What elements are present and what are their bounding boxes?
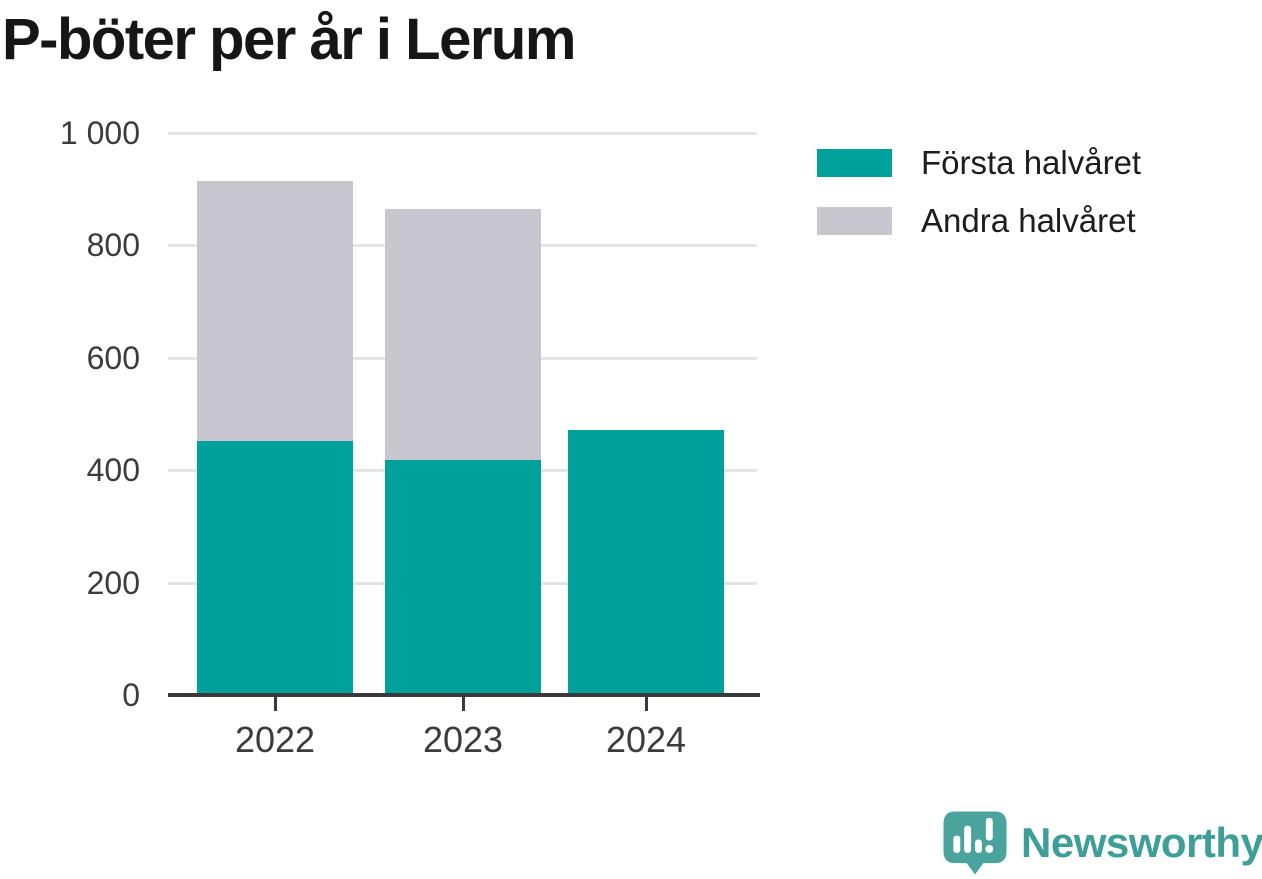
x-axis-line [168, 693, 760, 697]
bar-segment-2024-first-half [568, 430, 724, 694]
x-tick-2022 [274, 697, 277, 711]
y-axis-label-400: 400 [86, 452, 140, 488]
legend-label-second-half: Andra halvåret [921, 202, 1136, 239]
legend-item-first-half: Första halvåret [817, 146, 1141, 179]
bar-segment-2023-first-half [385, 460, 541, 694]
x-tick-2024 [645, 697, 648, 711]
y-axis-label-200: 200 [86, 565, 140, 601]
chart-title: P-böter per år i Lerum [2, 7, 576, 72]
newsworthy-logo-text: Newsworthy [1021, 819, 1262, 866]
newsworthy-logo-icon [943, 811, 1007, 875]
y-axis-label-1000: 1 000 [59, 115, 140, 151]
legend-item-second-half: Andra halvåret [817, 204, 1141, 237]
legend-swatch-first-half [817, 148, 892, 177]
x-axis-label-2024: 2024 [605, 719, 687, 760]
x-axis-label-2023: 2023 [422, 719, 504, 760]
legend-label-first-half: Första halvåret [921, 144, 1142, 181]
x-axis-label-2022: 2022 [234, 719, 316, 760]
y-axis-label-0: 0 [122, 677, 140, 713]
bar-segment-2023-second-half [385, 209, 541, 460]
y-axis-label-600: 600 [86, 340, 140, 376]
x-tick-2023 [462, 697, 465, 711]
bar-segment-2022-second-half [197, 181, 353, 441]
bar-segment-2022-first-half [197, 441, 353, 694]
newsworthy-logo: Newsworthy [943, 810, 1262, 876]
legend-swatch-second-half [817, 206, 892, 235]
y-axis-label-800: 800 [86, 227, 140, 263]
y-gridline-1000 [168, 132, 757, 135]
legend: Första halvåret Andra halvåret [817, 146, 1141, 237]
